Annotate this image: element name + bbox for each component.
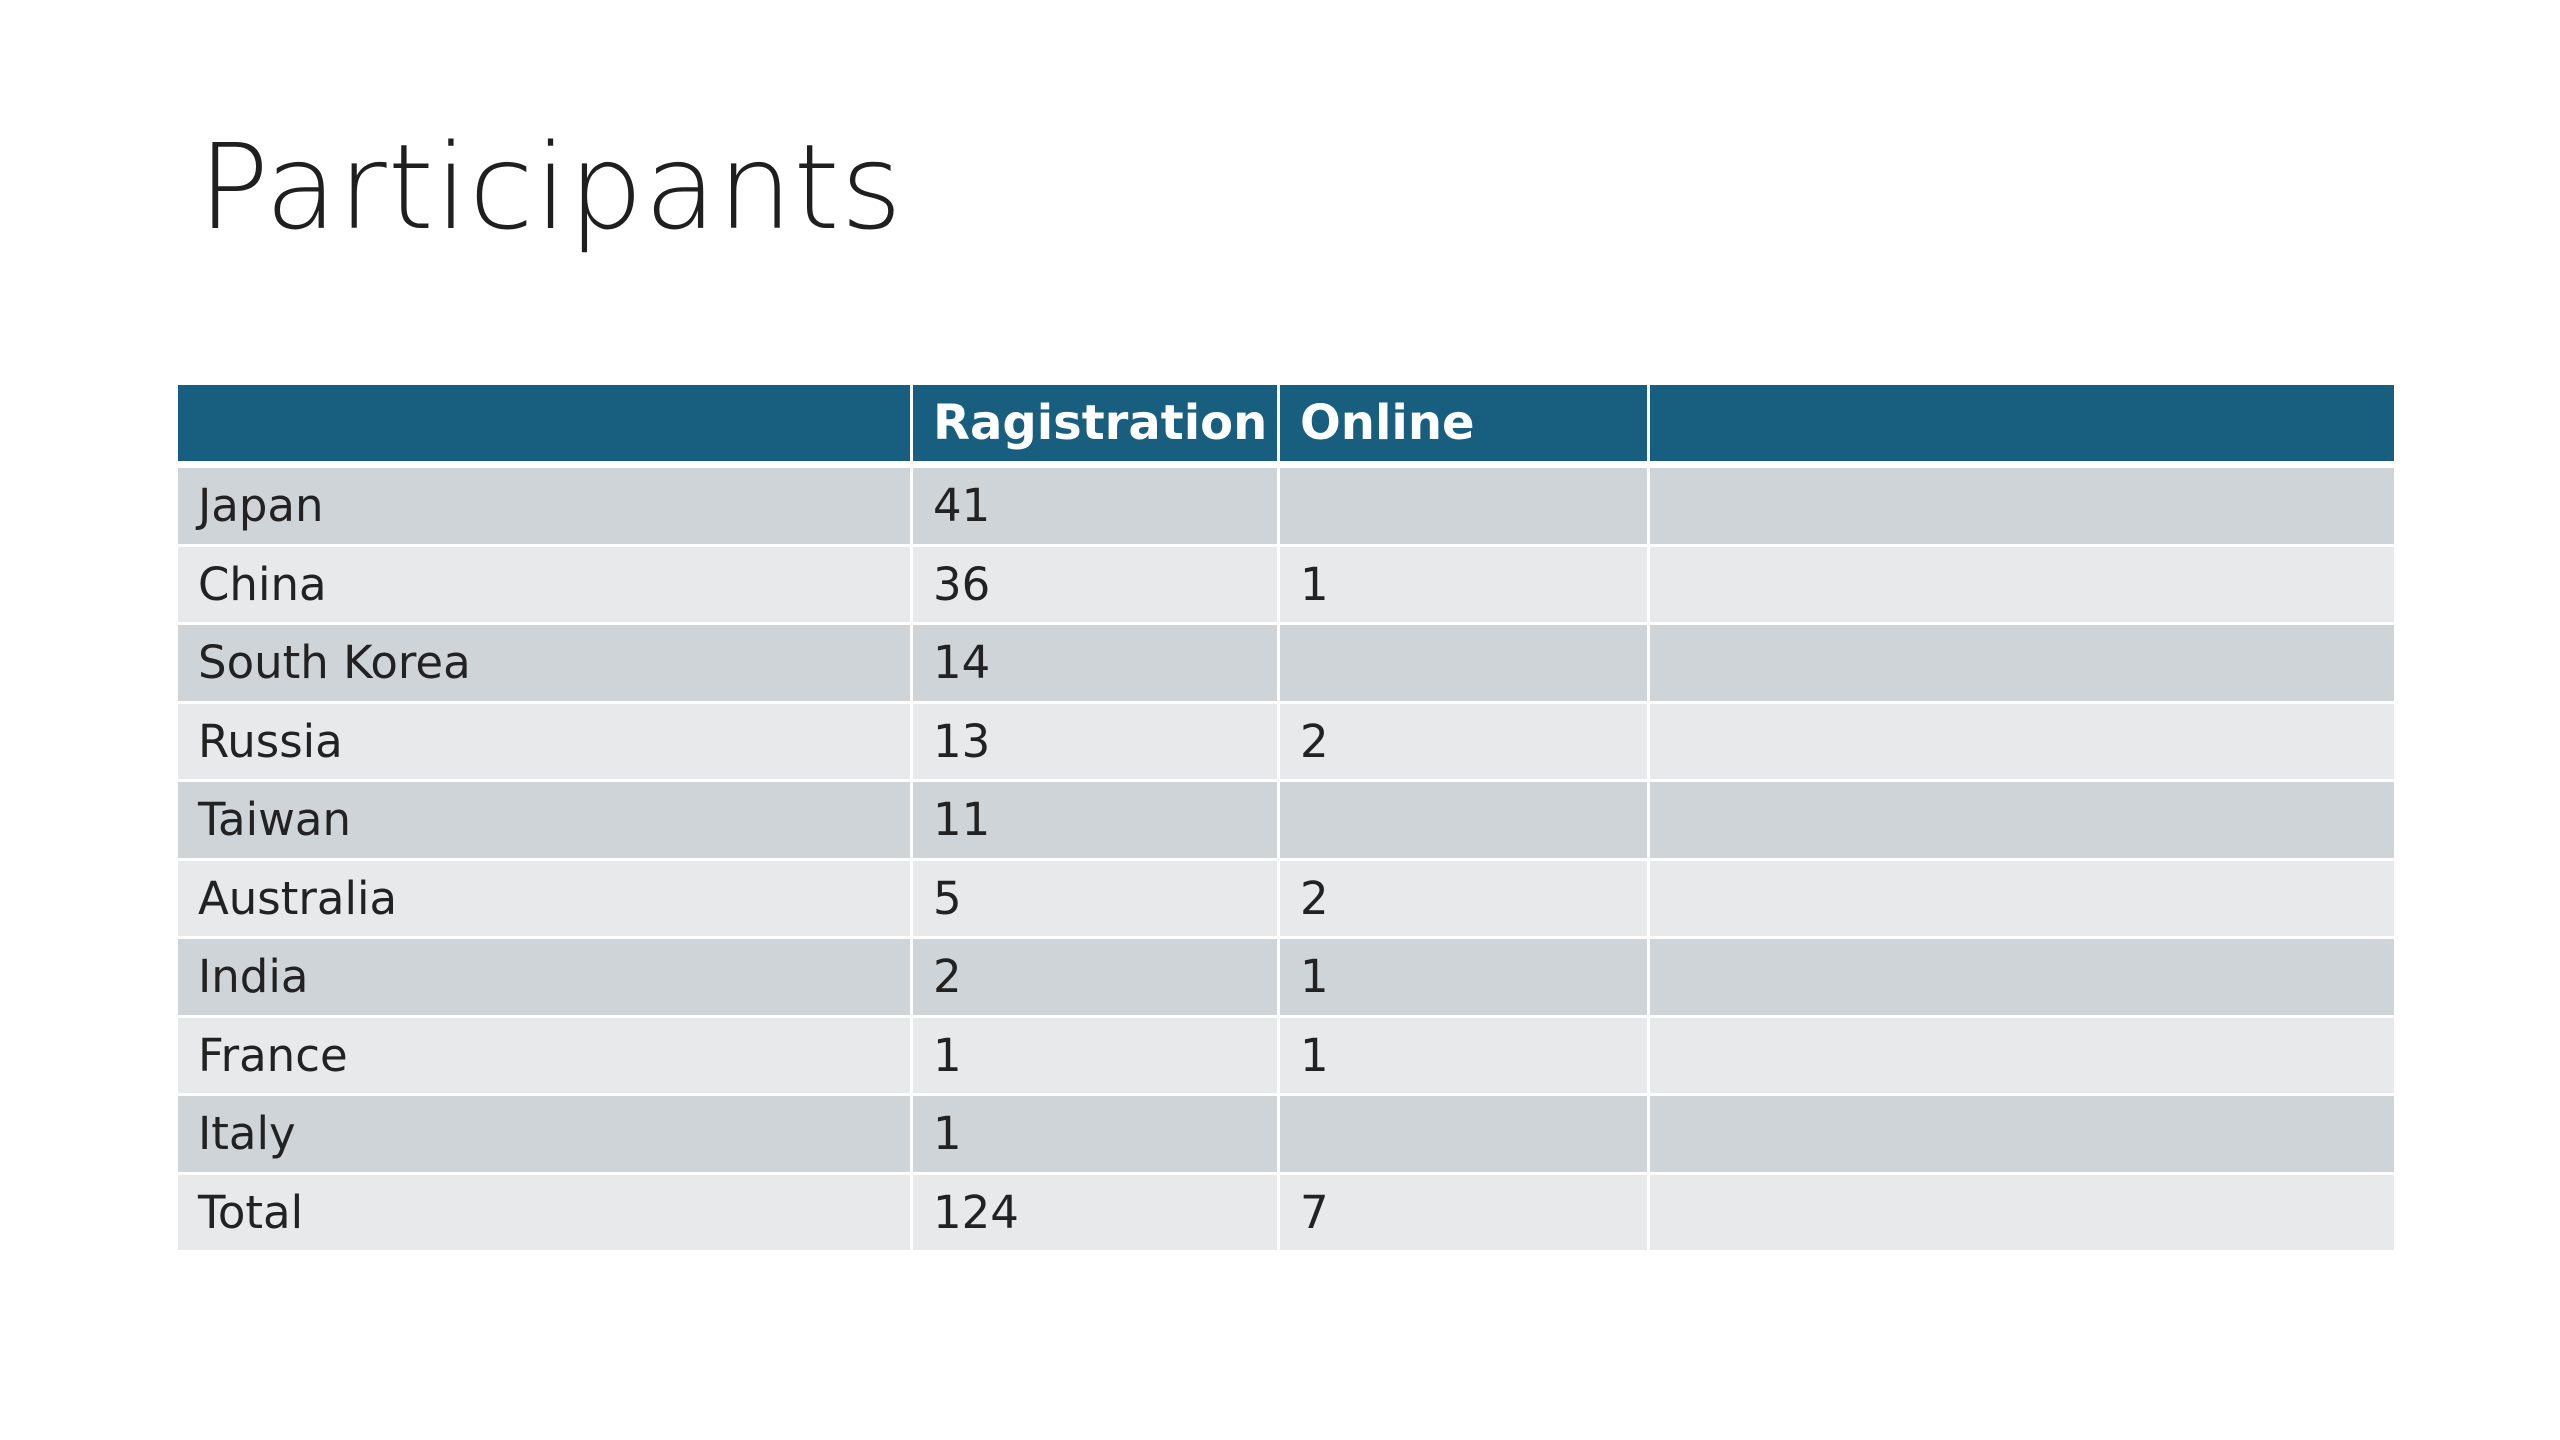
cell-registration: 1 <box>913 1096 1280 1175</box>
cell-extra <box>1650 1096 2394 1175</box>
cell-extra <box>1650 939 2394 1018</box>
cell-registration: 11 <box>913 782 1280 861</box>
cell-extra <box>1650 625 2394 704</box>
cell-extra <box>1650 1017 2394 1096</box>
header-cell-registration: Ragistration <box>913 385 1280 468</box>
cell-registration: 2 <box>913 939 1280 1018</box>
cell-country: India <box>178 939 913 1018</box>
table-row: Australia 5 2 <box>178 860 2394 939</box>
cell-online: 1 <box>1280 1017 1650 1096</box>
cell-extra <box>1650 468 2394 547</box>
cell-extra <box>1650 1174 2394 1253</box>
table-row-total: Total 124 7 <box>178 1174 2394 1253</box>
header-cell-country <box>178 385 913 468</box>
cell-country: China <box>178 546 913 625</box>
cell-registration: 41 <box>913 468 1280 547</box>
cell-online <box>1280 1096 1650 1175</box>
table-row: Russia 13 2 <box>178 703 2394 782</box>
cell-registration: 13 <box>913 703 1280 782</box>
cell-extra <box>1650 860 2394 939</box>
cell-online <box>1280 782 1650 861</box>
cell-country: Italy <box>178 1096 913 1175</box>
table-row: South Korea 14 <box>178 625 2394 704</box>
cell-registration: 1 <box>913 1017 1280 1096</box>
header-cell-online: Online <box>1280 385 1650 468</box>
participants-table: Ragistration Online Japan 41 China 36 1 … <box>178 385 2394 1253</box>
table-row: India 2 1 <box>178 939 2394 1018</box>
table-row: Taiwan 11 <box>178 782 2394 861</box>
cell-online: 1 <box>1280 546 1650 625</box>
cell-registration: 14 <box>913 625 1280 704</box>
cell-extra <box>1650 546 2394 625</box>
cell-online: 7 <box>1280 1174 1650 1253</box>
cell-country: Taiwan <box>178 782 913 861</box>
table-header-row: Ragistration Online <box>178 385 2394 468</box>
cell-online: 2 <box>1280 703 1650 782</box>
cell-online <box>1280 625 1650 704</box>
cell-registration: 36 <box>913 546 1280 625</box>
cell-extra <box>1650 782 2394 861</box>
table-row: China 36 1 <box>178 546 2394 625</box>
cell-country: South Korea <box>178 625 913 704</box>
cell-country: Russia <box>178 703 913 782</box>
slide-title: Participants <box>198 118 904 256</box>
cell-country: France <box>178 1017 913 1096</box>
table-row: Japan 41 <box>178 468 2394 547</box>
cell-online: 1 <box>1280 939 1650 1018</box>
cell-country: Australia <box>178 860 913 939</box>
table-row: France 1 1 <box>178 1017 2394 1096</box>
cell-registration: 124 <box>913 1174 1280 1253</box>
cell-online <box>1280 468 1650 547</box>
cell-registration: 5 <box>913 860 1280 939</box>
cell-country: Japan <box>178 468 913 547</box>
table-row: Italy 1 <box>178 1096 2394 1175</box>
header-cell-extra <box>1650 385 2394 468</box>
cell-extra <box>1650 703 2394 782</box>
cell-online: 2 <box>1280 860 1650 939</box>
cell-country: Total <box>178 1174 913 1253</box>
